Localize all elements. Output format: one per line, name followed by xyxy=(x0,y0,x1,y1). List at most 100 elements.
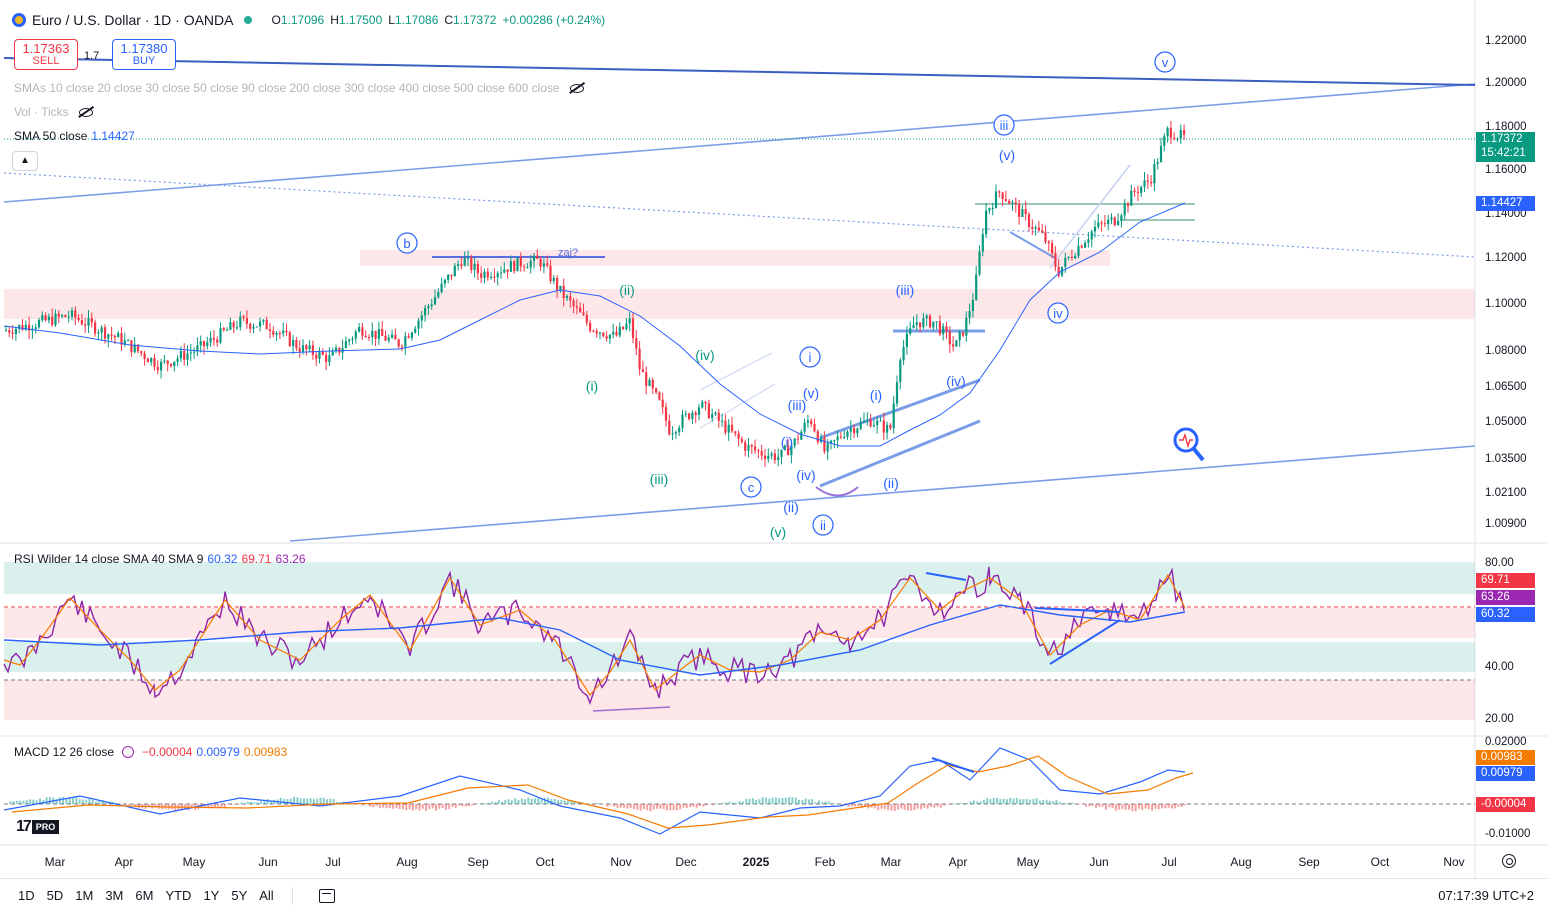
sell-button[interactable]: 1.17363 SELL xyxy=(14,39,78,70)
candle-body xyxy=(932,321,935,328)
low-value: 1.17086 xyxy=(394,13,439,27)
candle-body xyxy=(625,323,628,330)
rsi-legend[interactable]: RSI Wilder 14 close SMA 40 SMA 9 60.32 6… xyxy=(14,552,306,566)
candle-body xyxy=(552,277,555,282)
candle-body xyxy=(1087,239,1090,243)
candle-body xyxy=(209,337,212,343)
time-tick: Sep xyxy=(467,855,489,869)
macd-bar xyxy=(438,804,441,809)
macd-bar xyxy=(362,804,365,806)
candle-body xyxy=(301,345,305,353)
macd-bar xyxy=(1157,804,1160,810)
candle-body xyxy=(975,274,978,301)
macd-sync-icon[interactable] xyxy=(122,746,135,758)
macd-bar xyxy=(207,804,210,808)
candle-body xyxy=(318,351,321,359)
candle-body xyxy=(103,327,107,339)
macd-bar xyxy=(95,801,98,804)
macd-bar xyxy=(428,804,431,809)
collapse-legend-button[interactable]: ▲ xyxy=(12,151,38,171)
macd-bar xyxy=(1124,804,1127,810)
candle-body xyxy=(740,438,743,443)
price-tick: 1.08000 xyxy=(1485,345,1527,357)
symbol-header[interactable]: Euro / U.S. Dollar · 1D · OANDA O1.17096… xyxy=(12,12,605,28)
macd-bar xyxy=(39,798,41,804)
buy-button[interactable]: 1.17380 BUY xyxy=(112,39,176,70)
date-range-icon[interactable] xyxy=(318,888,335,903)
price-tick: 1.14000 xyxy=(1485,208,1527,220)
bottom-toolbar: 1D 5D 1M 3M 6M YTD 1Y 5Y All 07:17:39 UT… xyxy=(0,878,1548,912)
candle-body xyxy=(539,258,542,267)
candle-body xyxy=(127,340,130,342)
candle-body xyxy=(354,331,357,339)
candle-body xyxy=(41,315,44,321)
candle-body xyxy=(331,351,334,356)
candle-body xyxy=(945,326,948,332)
hidden-eye-icon[interactable] xyxy=(569,83,584,93)
candle-body xyxy=(592,330,595,332)
candle-body xyxy=(895,382,899,404)
candle-body xyxy=(575,306,578,308)
candle-body xyxy=(1183,130,1186,135)
macd-bar xyxy=(369,804,371,807)
macd-bar xyxy=(405,804,408,811)
macd-bar xyxy=(1015,797,1018,804)
candle-body xyxy=(400,346,404,348)
candle-body xyxy=(196,345,199,352)
range-1m[interactable]: 1M xyxy=(75,888,94,903)
range-5d[interactable]: 5D xyxy=(46,888,64,903)
symbol-title[interactable]: Euro / U.S. Dollar · 1D · OANDA xyxy=(32,12,234,28)
range-5y[interactable]: 5Y xyxy=(231,888,248,903)
candle-body xyxy=(1001,192,1004,199)
candle-body xyxy=(503,269,506,273)
last-price-tag: 1.17372 15:42:21 xyxy=(1476,132,1535,162)
macd-legend[interactable]: MACD 12 26 close −0.00004 0.00979 0.0098… xyxy=(14,745,287,759)
wave-i-left: (i) xyxy=(586,378,598,394)
wave-ii-top: (ii) xyxy=(619,282,635,298)
wave-i-small: (i) xyxy=(781,434,793,450)
macd-bar xyxy=(639,804,642,811)
macd-bar xyxy=(1091,804,1094,806)
macd-bar xyxy=(626,804,629,809)
macd-bar xyxy=(1164,804,1167,809)
range-3m[interactable]: 3M xyxy=(105,888,124,903)
candle-body xyxy=(232,322,235,328)
candle-body xyxy=(1130,190,1133,206)
macd-bar xyxy=(461,804,464,807)
candle-body xyxy=(463,258,466,266)
macd-bar xyxy=(514,798,517,804)
candle-body xyxy=(113,335,116,338)
gear-icon[interactable] xyxy=(1502,854,1516,868)
vol-legend[interactable]: Vol · Ticks xyxy=(14,105,93,119)
candle-body xyxy=(905,333,908,347)
range-1d[interactable]: 1D xyxy=(18,888,35,903)
range-ytd[interactable]: YTD xyxy=(165,888,192,903)
candle-body xyxy=(94,322,97,334)
candle-body xyxy=(958,332,961,341)
macd-bar xyxy=(42,800,45,804)
rsi-upper-zone xyxy=(4,562,1475,594)
candle-body xyxy=(173,361,176,367)
smas-legend[interactable]: SMAs 10 close 20 close 30 close 50 close… xyxy=(14,81,584,95)
range-6m[interactable]: 6M xyxy=(135,888,154,903)
candle-body xyxy=(938,321,941,335)
candle-body xyxy=(1136,191,1139,193)
macd-bar xyxy=(329,798,332,804)
range-1y[interactable]: 1Y xyxy=(203,888,220,903)
candle-body xyxy=(295,340,298,349)
macd-bar xyxy=(1118,804,1121,810)
candle-body xyxy=(404,336,407,347)
macd-bar xyxy=(1161,804,1163,809)
candle-body xyxy=(226,329,229,331)
range-all[interactable]: All xyxy=(259,888,274,903)
macd-bar xyxy=(606,804,609,807)
candle-body xyxy=(54,313,57,325)
candle-body xyxy=(394,334,397,340)
candle-body xyxy=(470,257,473,271)
macd-bar xyxy=(378,804,381,808)
sma50-legend[interactable]: SMA 50 close 1.14427 xyxy=(14,129,135,143)
clock[interactable]: 07:17:39 UTC+2 xyxy=(1438,888,1534,903)
vol-hidden-eye-icon[interactable] xyxy=(78,107,93,117)
